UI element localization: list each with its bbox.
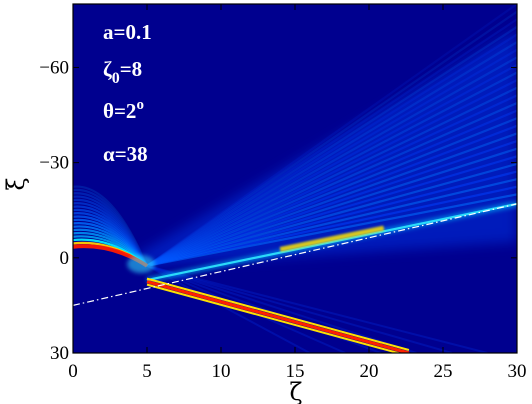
x-tick-label: 30	[508, 361, 527, 382]
reflected-fringe	[146, 132, 517, 267]
x-axis: 0 5 10 15 20 25 30	[68, 4, 527, 382]
x-axis-label: ζ	[289, 378, 302, 404]
annotation-a: a=0.1	[103, 20, 152, 44]
reflected-fringe	[146, 4, 517, 267]
reflected-fringe	[146, 94, 517, 267]
annotation-zeta0-rest: =8	[120, 57, 142, 81]
annotation-zeta0: ζ0=8	[103, 57, 142, 87]
reflected-fringe	[146, 140, 517, 267]
transmitted-beam-fringe	[146, 283, 402, 353]
x-tick-label: 15	[286, 361, 305, 382]
lower-fringe	[146, 264, 453, 353]
reflected-fringe	[146, 25, 517, 267]
reflected-fringe	[146, 185, 517, 267]
annotation-theta-sup: o	[136, 97, 144, 113]
reflected-fringe	[146, 86, 517, 267]
reflected-fringe	[146, 33, 517, 267]
x-tick-label: 25	[434, 361, 453, 382]
reflected-beam-hotspot	[279, 225, 385, 252]
interface-line	[73, 203, 517, 306]
reflected-fringe	[146, 10, 517, 267]
annotation-zeta0-base: ζ	[103, 57, 112, 81]
reflected-fringe	[146, 162, 517, 267]
y-axis-label: ξ	[2, 177, 30, 190]
reflected-fringe	[146, 48, 517, 267]
reflected-fringe	[146, 18, 517, 267]
x-tick-label: 0	[68, 361, 78, 382]
transmitted-beam	[146, 280, 410, 353]
reflected-fringe	[146, 109, 517, 267]
reflected-fringe	[146, 41, 517, 267]
annotations: a=0.1 ζ0=8 θ=2o α=38	[103, 20, 152, 166]
overlay-lines	[73, 203, 517, 306]
y-tick-label: 0	[60, 248, 70, 269]
annotation-alpha: α=38	[103, 142, 148, 166]
reflected-fringe	[146, 63, 517, 267]
plot-area	[72, 3, 518, 354]
reflected-beam	[146, 202, 517, 282]
annotation-theta: θ=2o	[103, 97, 144, 123]
reflected-fringe	[146, 117, 517, 267]
reflected-fringe	[146, 56, 517, 267]
y-axis: −60 −30 0 30	[39, 57, 517, 364]
x-tick-label: 10	[212, 361, 231, 382]
lower-fringe	[146, 264, 417, 353]
reflected-fringe	[146, 170, 517, 267]
reflected-fringe	[146, 71, 517, 267]
reflected-fringe	[146, 155, 517, 267]
y-tick-label: 30	[50, 343, 69, 364]
heatmap-layer	[73, 4, 517, 353]
lower-fringe	[146, 264, 311, 353]
reflected-fringe	[146, 101, 517, 267]
lower-fringe	[146, 264, 488, 353]
reflected-fringe	[146, 178, 517, 267]
annotation-theta-base: θ=2	[103, 99, 136, 123]
x-tick-label: 5	[142, 361, 152, 382]
annotation-zeta0-sub: 0	[112, 70, 120, 87]
transmitted-beam-fringe	[146, 277, 410, 351]
reflected-fringe	[146, 124, 517, 267]
x-tick-label: 20	[360, 361, 379, 382]
apex-glow	[127, 255, 156, 274]
reflected-fringe	[146, 79, 517, 267]
y-tick-label: −30	[39, 153, 69, 174]
y-tick-label: −60	[39, 57, 69, 78]
reflected-fringe	[146, 193, 517, 267]
reflected-fringe	[146, 147, 517, 267]
